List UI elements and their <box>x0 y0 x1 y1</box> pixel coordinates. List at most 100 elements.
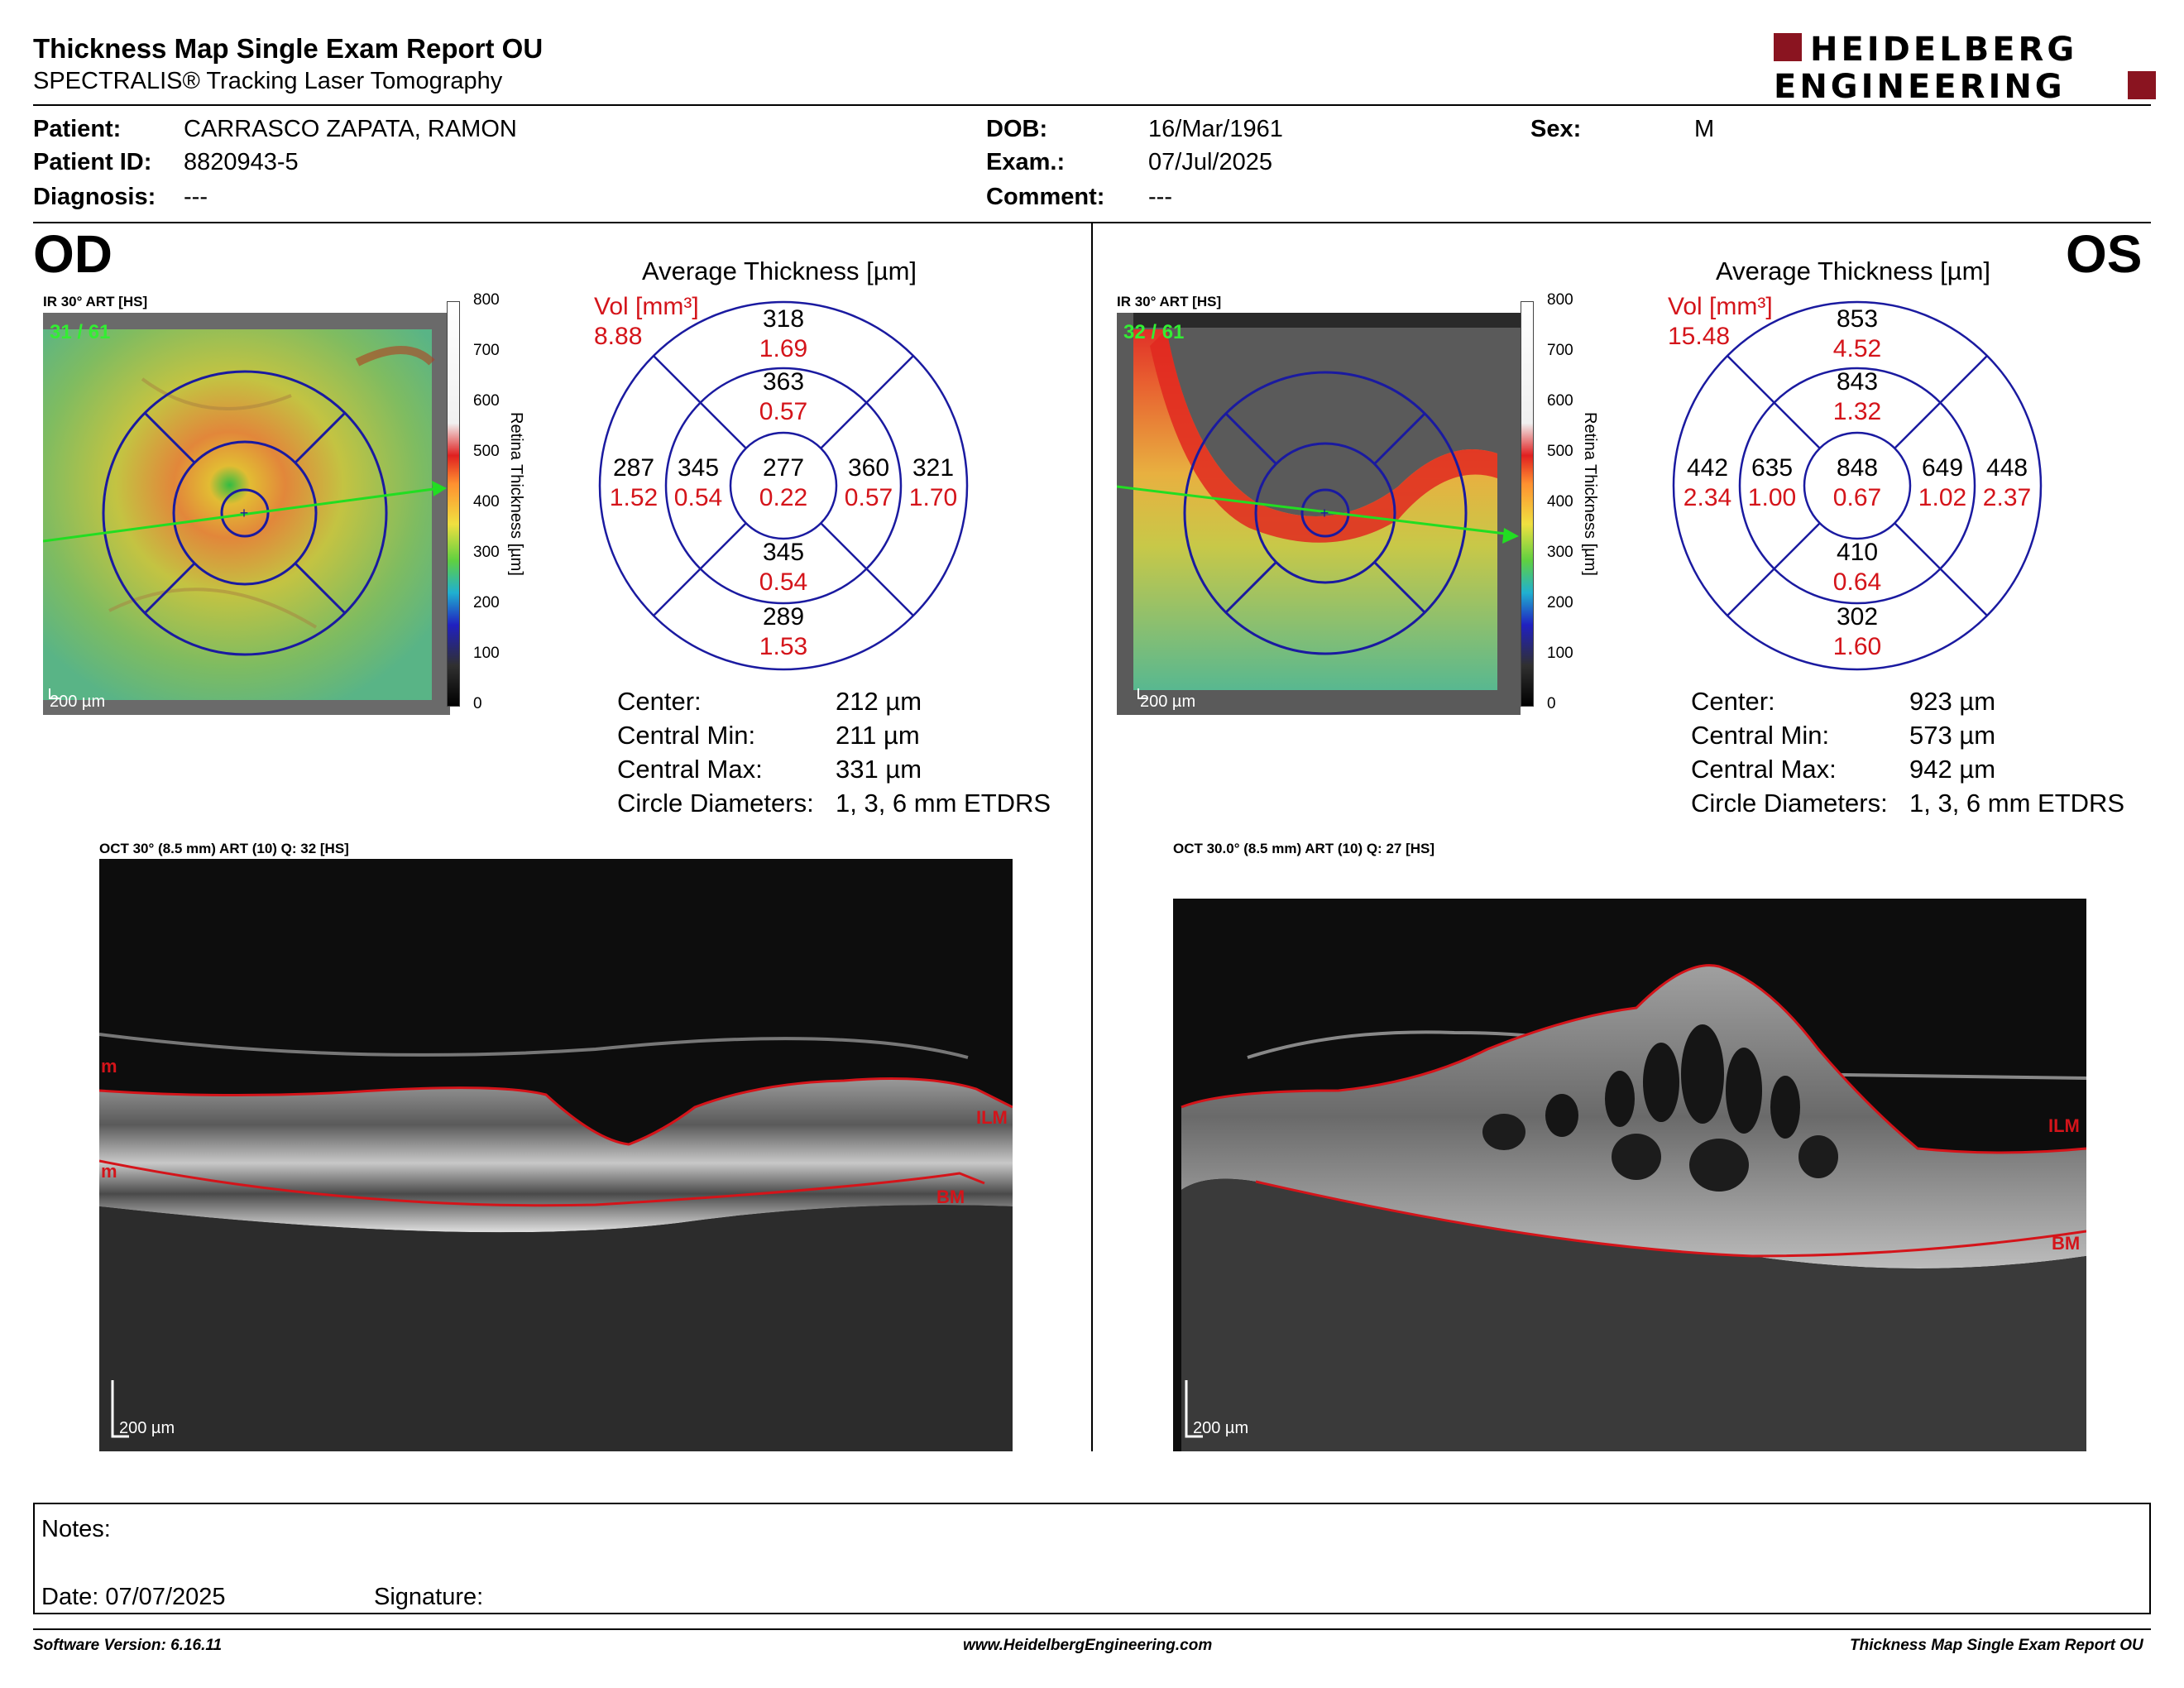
od-stat-value: 1, 3, 6 mm ETDRS <box>836 789 1051 818</box>
software-version: Software Version: 6.16.11 <box>33 1637 223 1654</box>
notes-box[interactable] <box>33 1503 2151 1614</box>
os-outer-left-thickness: 442 <box>1686 454 1729 482</box>
od-avg-title: Average Thickness [µm] <box>642 257 917 285</box>
os-stat-value: 573 µm <box>1909 721 1996 750</box>
od-cb-tick: 500 <box>473 443 500 460</box>
od-oct-scale: 200 µm <box>119 1419 175 1437</box>
os-ilm-label: ILM <box>2048 1115 2080 1136</box>
od-inner-left-volume: 0.54 <box>673 484 723 511</box>
os-stat-value: 1, 3, 6 mm ETDRS <box>1909 789 2125 818</box>
os-inner-bottom-volume: 0.64 <box>1832 568 1882 596</box>
os-avg-title: Average Thickness [µm] <box>1716 257 1991 285</box>
od-oct-scan: m m ILM BM 200 µm <box>99 859 1013 1451</box>
diagnosis-label: Diagnosis: <box>33 184 156 210</box>
heidelberg-logo: HEIDELBERG ENGINEERING <box>1774 31 2156 103</box>
od-inner-top-thickness: 363 <box>762 368 805 396</box>
sex-label: Sex: <box>1530 116 1582 142</box>
os-inner-left-volume: 1.00 <box>1747 484 1797 511</box>
os-fundus-scale: 200 µm <box>1140 693 1195 711</box>
od-cb-tick: 800 <box>473 291 500 309</box>
od-etdrs-grid: 318 1.69 363 0.57 277 0.22 345 0.54 360 … <box>597 300 970 672</box>
od-stat-value: 212 µm <box>836 687 922 716</box>
os-fundus-image: + 200 µm <box>1117 313 1521 715</box>
os-outer-top-thickness: 853 <box>1836 305 1879 333</box>
os-stat-label: Central Min: <box>1691 721 1830 750</box>
os-cb-tick: 300 <box>1547 544 1573 561</box>
od-eye-label: OD <box>33 224 113 284</box>
logo-line1: HEIDELBERG <box>1810 31 2077 69</box>
os-outer-bottom-volume: 1.60 <box>1832 633 1882 660</box>
patient-value: CARRASCO ZAPATA, RAMON <box>184 116 517 142</box>
od-stat-value: 211 µm <box>836 721 920 750</box>
os-oct-label: OCT 30.0° (8.5 mm) ART (10) Q: 27 [HS] <box>1173 841 1435 856</box>
os-cb-tick: 0 <box>1547 695 1556 712</box>
patient-divider <box>33 222 2151 223</box>
os-cb-tick: 700 <box>1547 342 1573 359</box>
os-cb-tick: 100 <box>1547 645 1573 662</box>
os-inner-right-volume: 1.02 <box>1918 484 1967 511</box>
patient-id-value: 8820943-5 <box>184 149 299 175</box>
footer-divider <box>33 1628 2151 1630</box>
os-oct-scale: 200 µm <box>1193 1419 1248 1437</box>
os-cb-tick: 600 <box>1547 392 1573 410</box>
od-cb-tick: 200 <box>473 594 500 611</box>
od-outer-bottom-volume: 1.53 <box>759 633 808 660</box>
od-vol-label: Vol [mm³] <box>594 293 699 320</box>
od-cb-tick: 700 <box>473 342 500 359</box>
comment-value: --- <box>1148 184 1172 210</box>
os-outer-left-volume: 2.34 <box>1683 484 1732 511</box>
od-edge-label-top: m <box>101 1056 117 1077</box>
od-cb-tick: 0 <box>473 695 482 712</box>
center-divider <box>1091 223 1093 1451</box>
os-eye-label: OS <box>2066 224 2143 284</box>
exam-label: Exam.: <box>986 149 1066 175</box>
od-center-volume: 0.22 <box>759 484 808 511</box>
logo-line2: ENGINEERING <box>1774 68 2066 103</box>
os-cb-tick: 400 <box>1547 493 1573 511</box>
od-inner-top-volume: 0.57 <box>759 398 808 425</box>
od-inner-right-thickness: 360 <box>847 454 890 482</box>
os-cb-tick: 200 <box>1547 594 1573 611</box>
date-label: Date: 07/07/2025 <box>41 1584 226 1610</box>
sex-value: M <box>1694 116 1715 142</box>
header-divider <box>33 104 2151 106</box>
od-fundus-label: IR 30° ART [HS] <box>43 294 148 309</box>
signature-label: Signature: <box>374 1584 484 1610</box>
os-bm-label: BM <box>2052 1233 2080 1254</box>
website-link[interactable]: www.HeidelbergEngineering.com <box>963 1637 1213 1654</box>
os-outer-bottom-thickness: 302 <box>1836 603 1879 631</box>
comment-label: Comment: <box>986 184 1105 210</box>
os-stat-label: Center: <box>1691 687 1775 716</box>
footer-report-title: Thickness Map Single Exam Report OU <box>1850 1637 2143 1654</box>
od-inner-right-volume: 0.57 <box>844 484 893 511</box>
os-cb-tick: 500 <box>1547 443 1573 460</box>
od-outer-bottom-thickness: 289 <box>762 603 805 631</box>
od-inner-left-thickness: 345 <box>677 454 720 482</box>
od-inner-bottom-volume: 0.54 <box>759 568 808 596</box>
os-stat-label: Circle Diameters: <box>1691 789 1888 818</box>
od-fundus-image: + 200 µm <box>43 313 450 715</box>
os-fundus-label: IR 30° ART [HS] <box>1117 294 1222 309</box>
od-outer-right-thickness: 321 <box>912 454 955 482</box>
os-cb-tick: 800 <box>1547 291 1573 309</box>
od-cb-tick: 300 <box>473 544 500 561</box>
od-outer-top-thickness: 318 <box>762 305 805 333</box>
diagnosis-value: --- <box>184 184 208 210</box>
os-fundus-count: 32 / 61 <box>1123 321 1185 343</box>
od-cb-tick: 400 <box>473 493 500 511</box>
os-colorbar <box>1521 301 1534 707</box>
os-outer-right-thickness: 448 <box>1985 454 2028 482</box>
od-stat-label: Central Min: <box>617 721 756 750</box>
os-stat-value: 923 µm <box>1909 687 1996 716</box>
od-stat-value: 331 µm <box>836 755 922 784</box>
os-colorbar-title: Retina Thickness [µm] <box>1581 412 1599 576</box>
os-inner-top-volume: 1.32 <box>1832 398 1882 425</box>
od-stat-label: Center: <box>617 687 702 716</box>
os-inner-bottom-thickness: 410 <box>1836 539 1879 566</box>
os-inner-right-thickness: 649 <box>1921 454 1964 482</box>
os-inner-top-thickness: 843 <box>1836 368 1879 396</box>
os-etdrs-grid: 853 4.52 843 1.32 848 0.67 635 1.00 649 … <box>1671 300 2043 672</box>
od-outer-left-volume: 1.52 <box>609 484 659 511</box>
svg-text:+: + <box>240 505 249 521</box>
od-cb-tick: 100 <box>473 645 500 662</box>
